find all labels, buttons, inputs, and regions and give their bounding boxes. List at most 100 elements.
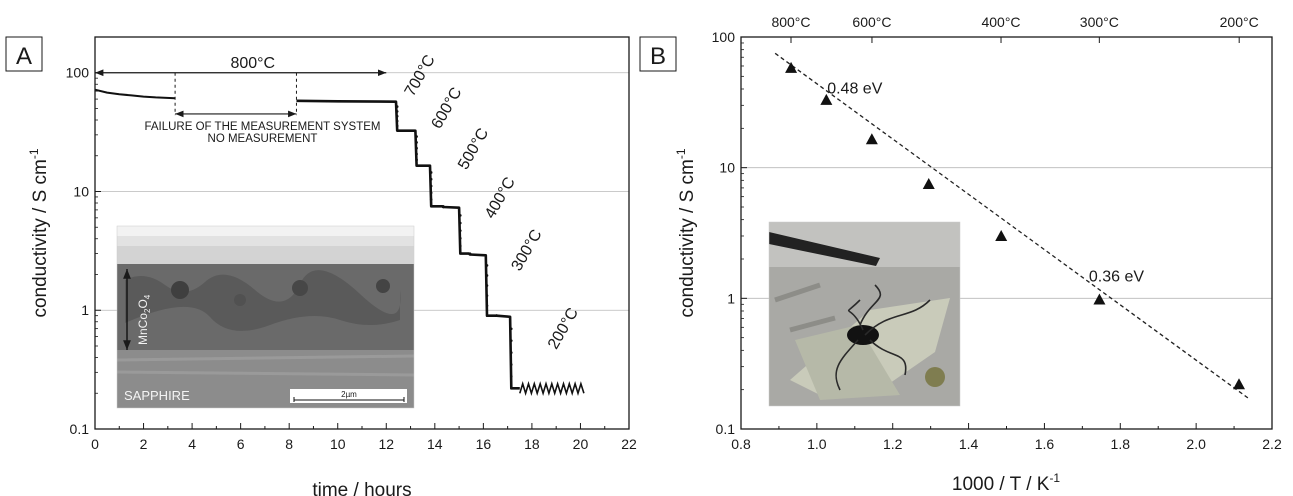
annotation-a: 700°C bbox=[402, 52, 439, 99]
layer-label: MnCo2O4 bbox=[136, 294, 152, 345]
transition-point-a bbox=[395, 124, 399, 128]
transition-point-a bbox=[485, 274, 489, 277]
x-tick-label-b: 1.0 bbox=[807, 436, 827, 452]
transition-point-a bbox=[395, 114, 399, 118]
x-tick-label-a: 6 bbox=[237, 436, 245, 452]
annotation-a: 400°C bbox=[482, 174, 519, 221]
scale-bar-label: 2µm bbox=[341, 390, 357, 399]
y-tick-label-a: 0.1 bbox=[70, 421, 90, 437]
transition-point-a bbox=[509, 327, 513, 331]
panel-a: MnCo2O4 SAPPHIRE 2µm 800°C FAILURE OF THE… bbox=[5, 36, 637, 496]
transition-point-a bbox=[442, 205, 445, 209]
x-axis-label-b: 1000 / T / K-1 bbox=[952, 471, 1061, 495]
panel-b-label: B bbox=[650, 43, 666, 70]
top-tick-label-b: 600°C bbox=[852, 14, 891, 30]
data-line-a bbox=[94, 88, 176, 100]
annotation-b: 0.48 eV bbox=[827, 80, 882, 97]
transition-point-a bbox=[485, 294, 489, 297]
transition-point-a bbox=[395, 105, 399, 108]
y-axis-label-a: conductivity / S cm-1 bbox=[27, 148, 51, 317]
data-point-b bbox=[1093, 293, 1106, 305]
data-point-b bbox=[995, 229, 1008, 241]
x-tick-label-a: 14 bbox=[427, 436, 443, 452]
data-b bbox=[774, 52, 1250, 400]
transition-point-a bbox=[509, 363, 513, 366]
x-tick-label-a: 2 bbox=[140, 436, 148, 452]
x-tick-label-a: 8 bbox=[285, 436, 293, 452]
x-tick-label-b: 2.2 bbox=[1262, 436, 1282, 452]
y-tick-label-a: 100 bbox=[66, 65, 90, 81]
x-tick-label-a: 16 bbox=[476, 436, 492, 452]
transition-point-a bbox=[415, 146, 418, 150]
transition-point-a bbox=[509, 351, 513, 354]
x-tick-label-b: 1.4 bbox=[959, 436, 979, 452]
transition-point-a bbox=[485, 304, 489, 307]
x-tick-label-a: 20 bbox=[573, 436, 589, 452]
annotation-a: 600°C bbox=[428, 85, 465, 132]
transition-point-a bbox=[468, 253, 472, 256]
transition-point-a bbox=[415, 158, 418, 162]
x-axis-label-a: time / hours bbox=[312, 480, 411, 496]
x-tick-label-a: 12 bbox=[378, 436, 394, 452]
transition-point-a bbox=[429, 184, 433, 188]
transition-point-a bbox=[459, 237, 462, 240]
ticks-b: 0.8 1.0 1.2 1.4 1.6 1.8 2.0 2.2 0.1 1 10 100 800°C 60… bbox=[712, 14, 1282, 452]
y-tick-label-b: 10 bbox=[719, 160, 735, 176]
transition-point-a bbox=[415, 152, 418, 156]
transition-point-a bbox=[415, 135, 418, 138]
transition-point-a bbox=[509, 339, 513, 342]
sem-inset: MnCo2O4 SAPPHIRE 2µm bbox=[116, 225, 415, 409]
ticks-a: 0 2 4 6 8 10 12 14 16 18 20 22 0.1 1 10 100 bbox=[66, 36, 637, 452]
oscillation-band-a bbox=[519, 381, 585, 397]
annotation-a: 200°C bbox=[545, 305, 582, 352]
annotations-b: 0.48 eV 0.36 eV bbox=[827, 80, 1144, 285]
transition-point-a bbox=[459, 244, 462, 248]
photo-inset bbox=[768, 221, 961, 407]
y-tick-label-b: 1 bbox=[727, 290, 735, 306]
transition-point-a bbox=[395, 110, 399, 113]
x-tick-label-a: 4 bbox=[188, 436, 196, 452]
annotation-a: NO MEASUREMENT bbox=[208, 133, 318, 145]
transition-point-a bbox=[429, 177, 433, 181]
transition-point-a bbox=[429, 171, 433, 174]
top-tick-label-b: 400°C bbox=[981, 14, 1020, 30]
data-point-b bbox=[865, 133, 878, 145]
transition-point-a bbox=[429, 198, 433, 201]
annotation-b: 0.36 eV bbox=[1089, 268, 1144, 285]
transition-point-a bbox=[415, 141, 418, 144]
annotation-a: 300°C bbox=[509, 227, 546, 274]
top-tick-label-b: 800°C bbox=[771, 14, 810, 30]
data-point-b bbox=[820, 93, 833, 105]
x-tick-label-a: 10 bbox=[330, 436, 346, 452]
x-tick-label-b: 1.2 bbox=[883, 436, 903, 452]
annotation-a: FAILURE OF THE MEASUREMENT SYSTEM bbox=[144, 121, 380, 133]
panel-b-badge bbox=[639, 36, 677, 72]
transition-point-a bbox=[459, 221, 462, 225]
x-tick-label-b: 1.6 bbox=[1035, 436, 1055, 452]
y-tick-label-b: 0.1 bbox=[716, 421, 736, 437]
panel-b: 0.48 eV 0.36 eV 0.8 1.0 1.2 1.4 1.6 1.8 2.0 2.2 0… bbox=[639, 14, 1282, 495]
substrate-label: SAPPHIRE bbox=[124, 388, 190, 403]
y-tick-label-a: 1 bbox=[81, 302, 89, 318]
transition-point-a bbox=[395, 119, 399, 123]
data-a bbox=[94, 88, 585, 397]
top-tick-label-b: 200°C bbox=[1220, 14, 1259, 30]
x-tick-label-b: 2.0 bbox=[1186, 436, 1206, 452]
panel-a-label: A bbox=[16, 43, 32, 70]
y-axis-label-b: conductivity / S cm-1 bbox=[674, 148, 698, 317]
x-tick-label-a: 0 bbox=[91, 436, 99, 452]
x-tick-label-b: 1.8 bbox=[1111, 436, 1131, 452]
transition-point-a bbox=[459, 229, 462, 232]
transition-point-a bbox=[459, 214, 462, 217]
x-tick-label-b: 0.8 bbox=[731, 436, 751, 452]
transition-point-a bbox=[509, 375, 513, 378]
data-point-b bbox=[922, 177, 935, 189]
panel-a-badge bbox=[5, 36, 43, 72]
transition-point-a bbox=[495, 314, 499, 317]
x-tick-label-a: 18 bbox=[524, 436, 540, 452]
top-tick-label-b: 300°C bbox=[1080, 14, 1119, 30]
transition-point-a bbox=[485, 264, 489, 267]
transition-point-a bbox=[485, 284, 489, 287]
y-tick-label-a: 10 bbox=[73, 183, 89, 199]
annotation-a: 800°C bbox=[230, 55, 275, 72]
